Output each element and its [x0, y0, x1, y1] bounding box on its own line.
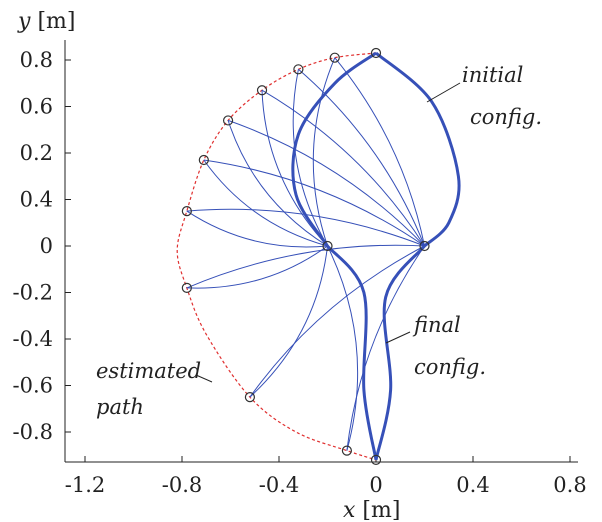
y-tick-label: -0.6 — [13, 374, 54, 398]
intermediate-curve-left — [312, 57, 336, 247]
tip-marker — [329, 52, 340, 63]
pivot-marker — [419, 240, 430, 252]
y-tick-label: -0.4 — [13, 327, 54, 351]
intermediate-curve-left — [261, 90, 328, 247]
y-axis-label: y [m] — [17, 9, 75, 34]
tip-marker — [256, 85, 268, 96]
annotation-final: final config. — [385, 313, 486, 379]
annotation-initial-leader — [426, 82, 461, 103]
x-tick-label: 0 — [369, 473, 382, 497]
tip-marker — [244, 392, 255, 403]
tip-marker — [181, 206, 192, 217]
intermediate-curve-right — [249, 245, 425, 398]
series-initial-config-left — [291, 51, 377, 247]
plot-area — [176, 47, 461, 465]
x-tick-label: 0.4 — [456, 473, 489, 497]
x-tick-label: -0.4 — [259, 473, 300, 497]
intermediate-curve-right — [261, 89, 425, 247]
intermediate-curve-right — [298, 68, 425, 247]
intermediate-curve-left — [249, 245, 328, 398]
y-tick-label: 0.8 — [20, 48, 53, 72]
intermediate-curve-left — [292, 69, 328, 247]
y-ticks: 0.8 0.6 0.2 0.4 0 -0.2 -0.4 -0.6 -0.8 — [13, 48, 71, 444]
pivot-marker — [322, 240, 333, 252]
tip-marker — [181, 282, 192, 293]
intermediate-curve-right — [186, 208, 425, 247]
intermediate-curve-right — [346, 245, 425, 451]
annotation-final-line1: final — [412, 313, 461, 337]
annotation-path-leader — [195, 374, 213, 383]
tip-marker — [370, 47, 382, 59]
intermediate-curve-right — [186, 244, 425, 289]
tip-marker — [198, 154, 209, 166]
axes — [64, 40, 578, 463]
y-tick-label: 0 — [40, 234, 53, 258]
y-tick-label: -0.2 — [13, 281, 54, 305]
y-tick-label: 0.2 — [20, 141, 53, 165]
series-initial-config-right — [375, 51, 461, 248]
intermediate-curve-right — [227, 119, 425, 247]
annotation-final-leader — [385, 331, 411, 344]
series-final-config-right — [374, 245, 426, 461]
intermediate-curve-left — [186, 210, 328, 248]
x-ticks: -1.2 -0.8 -0.4 0 0.4 0.8 — [65, 456, 587, 497]
tip-marker — [222, 115, 234, 126]
intermediate-curve-left — [327, 245, 359, 451]
intermediate-curve-right — [334, 57, 425, 247]
annotation-path-line2: path — [96, 395, 144, 419]
annotation-path: estimated path — [96, 359, 213, 419]
series-final-config-left — [326, 244, 378, 461]
tip-marker — [293, 64, 304, 75]
y-tick-label: 0.6 — [20, 95, 53, 119]
intermediate-curve-right — [203, 159, 425, 247]
y-tick-label: -0.8 — [13, 420, 54, 444]
annotation-final-line2: config. — [414, 355, 486, 379]
x-tick-label: 0.8 — [553, 473, 586, 497]
x-tick-label: -1.2 — [65, 473, 106, 497]
intermediate-curve-left — [186, 245, 328, 289]
annotation-path-line1: estimated — [96, 359, 201, 383]
x-axis-label: x [m] — [343, 498, 400, 522]
intermediate-curve-left — [203, 159, 328, 247]
series-estimated-path — [176, 52, 377, 461]
tip-marker — [341, 445, 352, 456]
intermediate-curve-left — [227, 120, 328, 247]
annotation-initial: initial config. — [426, 63, 542, 129]
annotation-initial-line2: config. — [470, 105, 542, 129]
y-tick-label: 0.4 — [20, 188, 53, 212]
x-tick-label: -0.8 — [162, 473, 203, 497]
annotation-initial-line1: initial — [462, 63, 523, 87]
tip-marker — [370, 454, 382, 465]
